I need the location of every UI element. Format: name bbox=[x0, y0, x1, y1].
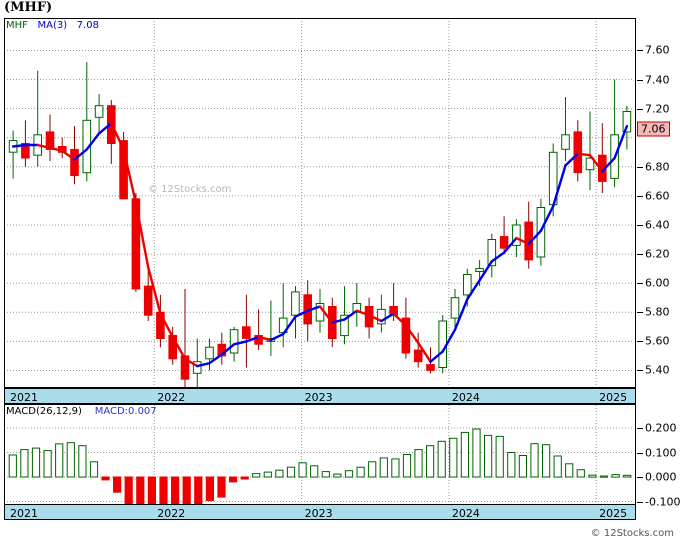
price-chart-panel[interactable] bbox=[4, 18, 636, 388]
date-band-bottom: 2021 2022 2023 2024 2025 bbox=[4, 504, 636, 520]
price-y-tickmark bbox=[637, 195, 643, 197]
price-y-tick: 6.80 bbox=[645, 160, 670, 174]
macd-y-tickmark bbox=[637, 428, 643, 430]
price-y-tickmark bbox=[637, 341, 643, 343]
macd-y-tick: 0.000 bbox=[645, 470, 677, 484]
price-y-tick: 6.40 bbox=[645, 218, 670, 232]
price-y-tick: 5.40 bbox=[645, 363, 670, 377]
x-axis-year-label: 2024 bbox=[451, 391, 480, 404]
price-y-tick: 5.80 bbox=[645, 305, 670, 319]
price-y-tickmark bbox=[637, 79, 643, 81]
price-y-tickmark bbox=[637, 225, 643, 226]
watermark-center: © 12Stocks.com bbox=[148, 184, 232, 195]
current-price-badge: 7.06 bbox=[637, 121, 670, 137]
x-axis-year-label: 2025 bbox=[599, 507, 628, 520]
macd-legend: MACD(26,12,9) MACD:0.007 bbox=[6, 406, 157, 417]
price-chart-svg bbox=[7, 21, 633, 387]
legend-ma-value: 7.08 bbox=[76, 20, 99, 31]
legend-symbol: MHF bbox=[6, 20, 28, 31]
macd-y-tick: 0.200 bbox=[645, 421, 677, 435]
price-y-tick: 7.40 bbox=[645, 73, 670, 87]
legend-ma-label: MA(3) bbox=[37, 20, 68, 31]
page-title: (MHF) bbox=[4, 0, 53, 15]
price-y-tick: 6.60 bbox=[645, 189, 670, 203]
price-y-tickmark bbox=[637, 166, 643, 168]
x-axis-year-label: 2021 bbox=[10, 391, 38, 404]
macd-chart-svg bbox=[7, 405, 633, 519]
x-axis-year-label: 2022 bbox=[157, 391, 186, 404]
price-y-tickmark bbox=[637, 254, 643, 256]
price-y-tick: 6.00 bbox=[645, 276, 670, 290]
macd-y-tickmark bbox=[637, 477, 643, 479]
macd-y-tickmark bbox=[637, 501, 643, 503]
date-band-top: 2021 2022 2023 2024 2025 bbox=[4, 388, 636, 404]
price-y-tick: 7.60 bbox=[645, 43, 670, 57]
x-axis-year-label: 2022 bbox=[157, 507, 186, 520]
price-y-tickmark bbox=[637, 312, 643, 314]
macd-y-tick: 0.100 bbox=[645, 446, 677, 460]
macd-y-tick: -0.100 bbox=[645, 495, 680, 509]
macd-legend-label: MACD(26,12,9) bbox=[6, 406, 82, 417]
watermark-bottom: © 12Stocks.com bbox=[590, 528, 674, 539]
macd-legend-value: MACD:0.007 bbox=[94, 406, 157, 417]
x-axis-year-label: 2021 bbox=[10, 507, 38, 520]
price-y-tickmark bbox=[637, 283, 643, 285]
x-axis-year-label: 2025 bbox=[599, 391, 628, 404]
price-y-tickmark bbox=[637, 50, 643, 52]
x-axis-year-label: 2023 bbox=[304, 507, 333, 520]
macd-chart-panel[interactable] bbox=[4, 404, 636, 520]
macd-y-tickmark bbox=[637, 452, 643, 454]
price-y-tickmark bbox=[637, 370, 643, 372]
price-legend: MHF MA(3) 7.08 bbox=[6, 20, 99, 31]
price-y-tick: 5.60 bbox=[645, 334, 670, 348]
x-axis-year-label: 2023 bbox=[304, 391, 333, 404]
price-y-tickmark bbox=[637, 108, 643, 110]
x-axis-year-label: 2024 bbox=[451, 507, 480, 520]
price-y-tick: 7.20 bbox=[645, 102, 670, 116]
price-y-tick: 6.20 bbox=[645, 247, 670, 261]
